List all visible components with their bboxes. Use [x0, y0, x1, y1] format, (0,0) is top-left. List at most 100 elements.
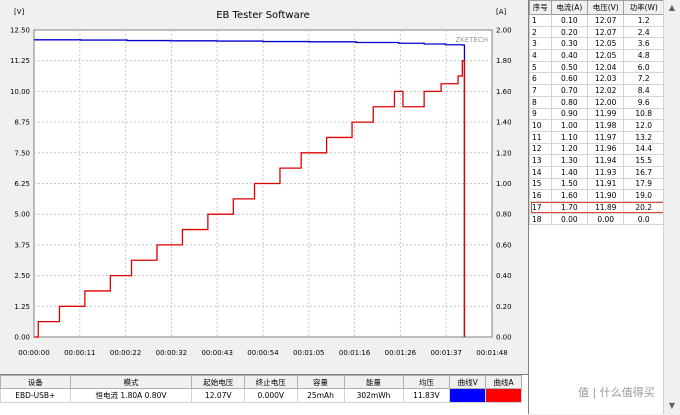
y-right-tick-label: 0.40 [496, 272, 512, 280]
curve-a-color-swatch[interactable] [485, 388, 522, 403]
table-cell: 13 [529, 154, 552, 167]
table-cell: 3 [529, 37, 552, 51]
table-row[interactable]: 3 0.30 12.05 3.6 [529, 37, 664, 51]
info-header-cell: 起始电压 [191, 375, 245, 389]
table-row[interactable]: 18 0.00 0.00 0.0 [529, 212, 664, 226]
table-cell: 12.05 [587, 37, 625, 51]
table-row[interactable]: 15 1.50 11.91 17.9 [529, 177, 664, 191]
table-cell: 11.89 [587, 201, 625, 214]
color-swatch [450, 389, 486, 402]
info-value-cell: 25mAh [296, 388, 345, 403]
table-row[interactable]: 10 1.00 11.98 12.0 [529, 119, 664, 132]
info-value-cell: EBD-USB+ [0, 388, 71, 403]
table-cell: 11 [529, 130, 552, 144]
table-cell: 16 [529, 189, 552, 202]
table-row[interactable]: 11 1.10 11.97 13.2 [529, 130, 664, 144]
table-cell: 6.0 [623, 60, 664, 74]
table-row[interactable]: 5 0.50 12.04 6.0 [529, 60, 664, 74]
table-cell: 1 [529, 14, 552, 27]
table-cell: 15 [529, 177, 552, 191]
table-cell: 12.02 [587, 84, 625, 97]
table-cell: 7 [529, 84, 552, 97]
table-cell: 11.97 [587, 130, 625, 144]
column-header[interactable]: 电压(V) [587, 0, 625, 15]
y-left-tick-label: 2.50 [14, 272, 30, 280]
table-cell: 0.90 [550, 107, 589, 121]
x-tick-label: 00:00:32 [156, 349, 187, 357]
scroll-up-icon[interactable]: ▲ [668, 3, 676, 12]
table-row[interactable]: 1 0.10 12.07 1.2 [529, 14, 664, 27]
table-row[interactable]: 14 1.40 11.93 16.7 [529, 165, 664, 179]
table-cell: 12.00 [587, 95, 625, 109]
chart-title: EB Tester Software [216, 10, 310, 21]
info-header-cell: 能量 [343, 375, 404, 389]
y-left-tick-label: 0.00 [14, 334, 30, 342]
table-cell: 2.4 [623, 25, 664, 39]
column-header[interactable]: 序号 [529, 0, 552, 15]
chart-watermark: ZKETECH [455, 36, 488, 44]
table-cell: 11.91 [587, 177, 625, 191]
data-table-panel: 序号 电流(A) 电压(V) 功率(W) 1 0.10 12.07 1.2 2 0.20 12.0… [528, 0, 665, 414]
table-cell: 0.70 [550, 84, 589, 97]
table-row[interactable]: 7 0.70 12.02 8.4 [529, 84, 664, 97]
table-row[interactable]: 17 1.70 11.89 20.2 [529, 201, 664, 214]
vertical-scrollbar[interactable]: ▲ ▼ [663, 0, 680, 414]
y-left-tick-label: 5.00 [14, 211, 30, 219]
table-row[interactable]: 8 0.80 12.00 9.6 [529, 95, 664, 109]
column-header[interactable]: 功率(W) [623, 0, 664, 15]
table-cell: 1.60 [550, 189, 589, 202]
table-cell: 14 [529, 165, 552, 179]
table-cell: 12.04 [587, 60, 625, 74]
table-cell: 8.4 [623, 84, 664, 97]
x-tick-label: 00:00:00 [18, 349, 49, 357]
table-cell: 11.90 [587, 189, 625, 202]
info-value-cell: 302mWh [343, 388, 404, 403]
info-header-cell: 终止电压 [244, 375, 298, 389]
table-cell: 7.2 [623, 72, 664, 86]
table-row[interactable]: 4 0.40 12.05 4.8 [529, 49, 664, 62]
table-cell: 16.7 [623, 165, 664, 179]
table-cell: 11.94 [587, 154, 625, 167]
table-row[interactable]: 6 0.60 12.03 7.2 [529, 72, 664, 86]
column-header[interactable]: 电流(A) [550, 0, 589, 15]
table-cell: 2 [529, 25, 552, 39]
info-value-cell: 12.07V [191, 388, 245, 403]
table-cell: 12 [529, 142, 552, 156]
y-right-tick-label: 1.40 [496, 119, 512, 127]
info-value-cell: 11.83V [402, 388, 451, 403]
table-row[interactable]: 13 1.30 11.94 15.5 [529, 154, 664, 167]
y-right-tick-label: 0.60 [496, 241, 512, 249]
current-series-line [34, 60, 466, 338]
voltage-series-line [34, 39, 466, 337]
table-cell: 12.07 [587, 25, 625, 39]
table-row[interactable]: 12 1.20 11.96 14.4 [529, 142, 664, 156]
table-row[interactable]: 16 1.60 11.90 19.0 [529, 189, 664, 202]
x-tick-label: 00:01:05 [293, 349, 324, 357]
voltage-current-chart: 0.00 1.25 2.50 3.75 5.00 6.25 7.50 8.75 10.00 11.… [10, 8, 512, 357]
y-left-tick-label: 1.25 [14, 303, 30, 311]
table-cell: 8 [529, 95, 552, 109]
y-right-tick-label: 1.60 [496, 88, 512, 96]
y-left-tick-label: 6.25 [14, 180, 30, 188]
info-header-cell: 均压 [402, 375, 451, 389]
table-row[interactable]: 9 0.90 11.99 10.8 [529, 107, 664, 121]
table-cell: 0.30 [550, 37, 589, 51]
table-header-row: 序号 电流(A) 电压(V) 功率(W) [529, 0, 664, 15]
table-row[interactable]: 2 0.20 12.07 2.4 [529, 25, 664, 39]
y-left-tick-label: 10.00 [10, 88, 30, 96]
table-cell: 0.20 [550, 25, 589, 39]
curve-v-color-swatch[interactable] [449, 388, 487, 403]
x-tick-label: 00:00:54 [247, 349, 279, 357]
y-right-unit: [A] [496, 8, 507, 16]
table-cell: 10.8 [623, 107, 664, 121]
table-cell: 1.50 [550, 177, 589, 191]
table-cell: 10 [529, 119, 552, 132]
scroll-down-icon[interactable]: ▼ [668, 401, 676, 410]
table-cell: 12.0 [623, 119, 664, 132]
table-cell: 1.00 [550, 119, 589, 132]
table-cell: 11.99 [587, 107, 625, 121]
table-cell: 19.0 [623, 189, 664, 202]
info-panel: 设备 模式 起始电压 终止电压 容量 能量 均压 曲线V 曲线A EBD-USB+ 恒电流 1.8… [0, 374, 528, 415]
table-cell: 1.20 [550, 142, 589, 156]
table-cell: 11.96 [587, 142, 625, 156]
